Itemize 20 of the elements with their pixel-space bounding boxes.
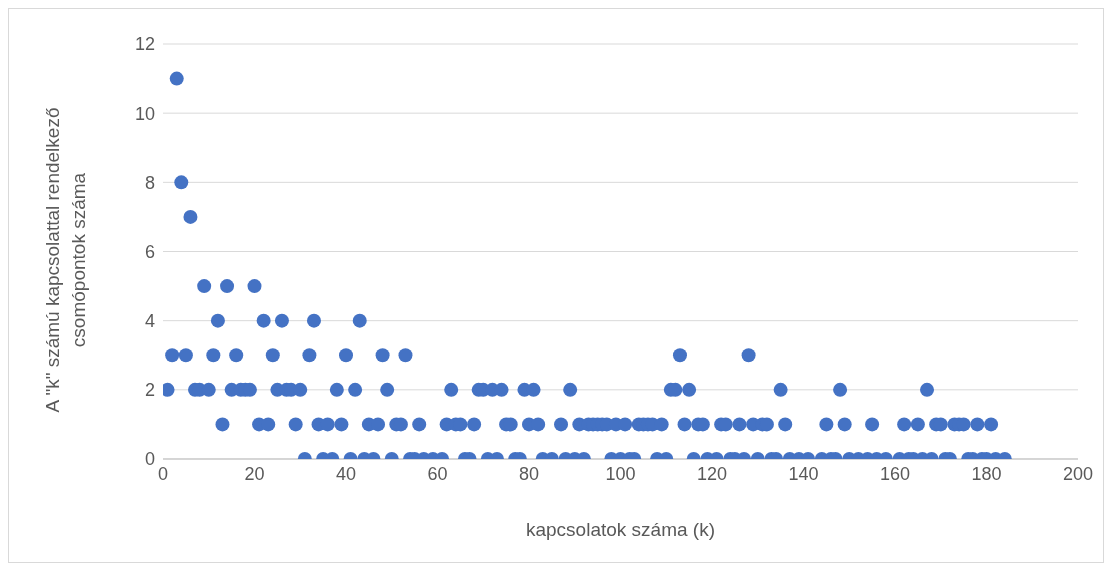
x-tick-label: 140 (788, 463, 819, 484)
y-tick-label: 2 (144, 380, 155, 401)
x-tick-label: 180 (971, 463, 1002, 484)
x-tick-label: 0 (157, 463, 169, 484)
y-tick-label: 10 (134, 103, 155, 124)
x-tick-label: 120 (696, 463, 728, 484)
y-tick-label: 4 (144, 311, 155, 332)
x-tick-label: 100 (605, 463, 636, 484)
y-tick-label: 6 (144, 241, 155, 262)
x-tick-label: 160 (879, 463, 911, 484)
x-tick-label: 80 (518, 463, 540, 484)
y-tick-label: 8 (144, 172, 155, 193)
x-tick-label: 200 (1062, 463, 1094, 484)
y-axis-title: A "k" számú kapcsolattal rendelkező csomópontok száma (41, 106, 90, 415)
x-axis-title: kapcsolatok száma (k) (525, 519, 716, 540)
y-tick-label: 12 (134, 34, 155, 55)
x-tick-label: 60 (427, 463, 448, 484)
x-tick-label: 20 (244, 463, 265, 484)
y-tick-label: 0 (144, 449, 155, 470)
x-tick-label: 40 (335, 463, 357, 484)
